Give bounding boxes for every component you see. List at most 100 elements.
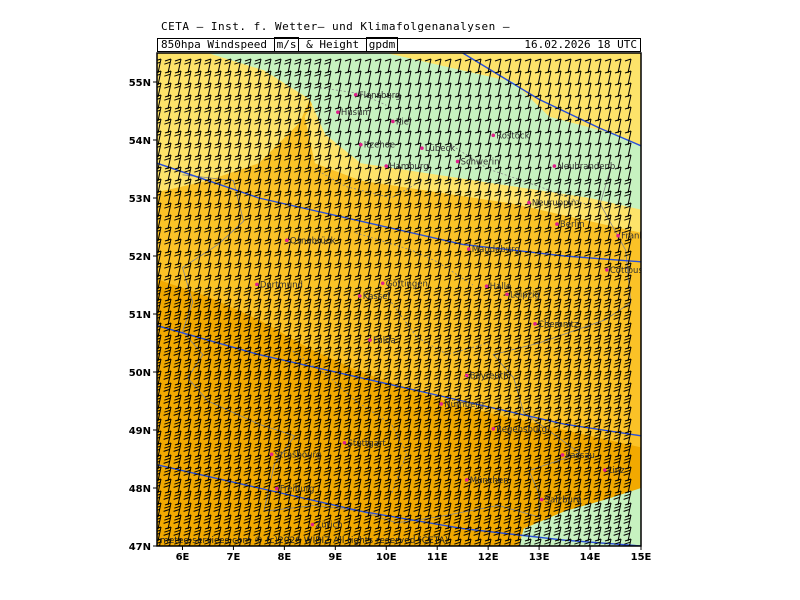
wind-barb	[414, 166, 422, 182]
wind-barb	[244, 58, 252, 74]
city-marker	[274, 486, 279, 491]
wind-barb	[484, 154, 492, 170]
wind-barb	[194, 142, 202, 158]
wind-barb	[394, 94, 402, 110]
wind-barb	[604, 118, 612, 134]
wind-barb	[204, 142, 212, 158]
wind-barb	[324, 58, 332, 74]
wind-barb	[164, 106, 172, 122]
wind-barb	[354, 94, 362, 110]
wind-barb	[594, 106, 602, 122]
wind-barb	[214, 130, 222, 146]
wind-barb	[404, 70, 412, 86]
wind-barb	[614, 106, 622, 122]
wind-barb	[464, 178, 472, 194]
wind-barb	[204, 94, 212, 110]
wind-barb	[364, 154, 372, 170]
wind-barb	[374, 94, 382, 110]
wind-barb	[384, 70, 392, 86]
wind-barb	[274, 130, 282, 146]
wind-barb	[534, 82, 542, 98]
border-line	[319, 87, 387, 106]
wind-barb	[164, 94, 172, 110]
wind-barb	[424, 82, 432, 98]
wind-barb	[504, 166, 512, 182]
city-label: Hamburg	[389, 162, 428, 172]
lat-tick-label: 49N	[129, 426, 151, 437]
city-label: Kassel	[363, 292, 390, 302]
wind-barb	[214, 58, 222, 74]
wind-barb	[604, 82, 612, 98]
wind-barb	[504, 130, 512, 146]
wind-barb	[564, 58, 572, 74]
wind-barb	[214, 118, 222, 134]
wind-barb	[164, 82, 172, 98]
wind-barb	[524, 178, 532, 194]
wind-barb	[234, 166, 242, 182]
wind-barb	[414, 70, 422, 86]
city-marker	[255, 282, 259, 287]
wind-barb	[364, 142, 372, 158]
wind-barb	[504, 58, 512, 74]
city-marker	[484, 284, 489, 288]
lat-tick-label: 47N	[129, 542, 151, 553]
wind-barb	[514, 106, 522, 122]
wind-barb	[174, 154, 182, 170]
wind-barb	[374, 82, 382, 98]
wind-barb	[514, 82, 522, 98]
wind-barb	[444, 154, 452, 170]
wind-barb	[324, 142, 332, 158]
wind-barb	[464, 130, 472, 146]
wind-barb	[564, 118, 572, 134]
wind-barb	[534, 118, 542, 134]
wind-barb	[204, 106, 212, 122]
wind-barb	[204, 118, 212, 134]
wind-barb	[284, 58, 292, 74]
wind-barb	[234, 58, 242, 74]
border-line	[289, 348, 408, 494]
wind-barb	[254, 130, 262, 146]
wind-barb	[404, 142, 412, 158]
wind-barb	[304, 178, 312, 194]
wind-barb	[194, 130, 202, 146]
lon-tick-label: 15E	[631, 552, 652, 563]
wind-barb	[264, 106, 272, 122]
wind-barb	[594, 58, 602, 74]
wind-barb	[354, 130, 362, 146]
wind-barb	[244, 130, 252, 146]
wind-barb	[524, 118, 532, 134]
city-label: Rostock	[496, 131, 529, 141]
wind-barb	[544, 142, 552, 158]
wind-barb	[324, 70, 332, 86]
wind-barb	[184, 82, 192, 98]
wind-barb	[574, 166, 582, 182]
wind-barb	[334, 130, 342, 146]
wind-barb	[304, 190, 312, 206]
wind-barb	[454, 130, 462, 146]
wind-barb	[204, 190, 212, 206]
wind-barb	[614, 94, 622, 110]
wind-barb	[394, 166, 402, 182]
wind-barb	[244, 178, 252, 194]
city-marker	[380, 281, 385, 286]
wind-barb	[434, 82, 442, 98]
wind-barb	[314, 166, 322, 182]
wind-barb	[584, 142, 592, 158]
wind-barb	[534, 154, 542, 170]
wind-barb	[294, 190, 302, 206]
wind-barb	[514, 130, 522, 146]
wind-barb	[204, 178, 212, 194]
wind-barb	[274, 154, 282, 170]
wind-barb	[584, 82, 592, 98]
wind-barb	[344, 130, 352, 146]
lat-tick-label: 55N	[129, 78, 151, 89]
lon-tick-label: 7E	[227, 552, 241, 563]
wind-barb	[414, 178, 422, 194]
wind-barb	[444, 58, 452, 74]
wind-barb	[284, 130, 292, 146]
weak-wind-area	[207, 53, 641, 210]
wind-barb	[334, 82, 342, 98]
wind-barb	[494, 118, 502, 134]
wind-barb	[234, 130, 242, 146]
